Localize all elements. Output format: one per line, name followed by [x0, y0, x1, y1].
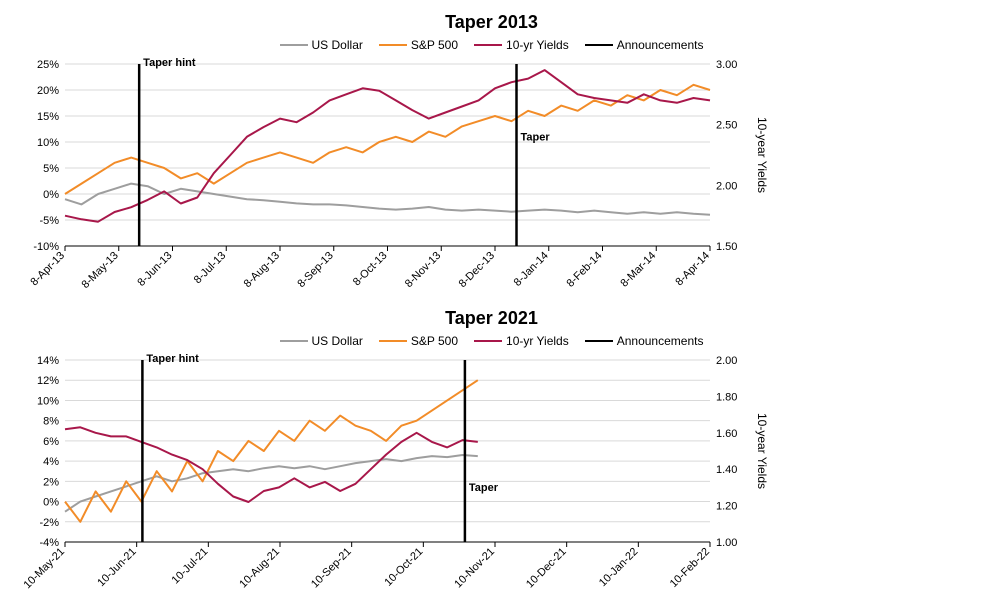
yleft-tick-label: 10% — [37, 395, 59, 407]
yright-tick-label: 1.80 — [716, 391, 737, 403]
yright-tick-label: 1.50 — [716, 241, 737, 253]
yleft-tick-label: 10% — [37, 137, 59, 149]
x-tick-label: 8-May-13 — [80, 250, 121, 291]
announcement-label: Taper — [469, 482, 499, 494]
yleft-tick-label: 20% — [37, 85, 59, 97]
legend-label: 10-yr Yields — [506, 334, 569, 348]
yleft-tick-label: 0% — [43, 189, 59, 201]
yleft-tick-label: 15% — [37, 111, 59, 123]
x-tick-label: 8-Apr-13 — [28, 250, 67, 289]
chart-legend: US Dollar S&P 500 10-yr Yields Announcement… — [10, 331, 973, 348]
x-tick-label: 8-Jul-13 — [192, 250, 229, 287]
x-tick-label: 10-May-21 — [21, 546, 67, 592]
x-tick-label: 8-Jan-14 — [512, 250, 551, 289]
legend-label: S&P 500 — [411, 38, 458, 52]
announcement-label: Taper — [521, 131, 551, 143]
series-sp500 — [65, 380, 478, 522]
yright-tick-label: 2.00 — [716, 180, 737, 192]
x-tick-label: 8-Oct-13 — [351, 250, 390, 289]
yleft-tick-label: 12% — [37, 375, 59, 387]
series-usd — [65, 184, 710, 215]
yright-tick-label: 2.00 — [716, 355, 737, 367]
x-tick-label: 10-Dec-21 — [524, 546, 569, 591]
chart-legend: US Dollar S&P 500 10-yr Yields Announcement… — [10, 35, 973, 52]
legend-label: 10-yr Yields — [506, 38, 569, 52]
yright-axis-label: 10-year Yields — [755, 117, 769, 193]
legend-swatch — [280, 44, 308, 46]
x-tick-label: 8-Sep-13 — [295, 250, 335, 290]
yleft-tick-label: 8% — [43, 416, 59, 428]
x-tick-label: 8-Mar-14 — [618, 250, 658, 290]
chart-title: Taper 2021 — [10, 308, 973, 329]
x-tick-label: 8-Feb-14 — [565, 250, 605, 290]
yleft-tick-label: 4% — [43, 456, 59, 468]
legend-swatch — [379, 44, 407, 46]
legend-item-10-yr-yields: 10-yr Yields — [474, 334, 569, 348]
legend-item-us-dollar: US Dollar — [280, 38, 363, 52]
yright-tick-label: 1.00 — [716, 537, 737, 549]
legend-label: US Dollar — [312, 334, 363, 348]
x-tick-label: 8-Aug-13 — [242, 250, 282, 290]
taper2013-chart: Taper 2013 US Dollar S&P 500 10-yr Yields An… — [10, 12, 973, 306]
yleft-tick-label: 5% — [43, 163, 59, 175]
legend-item-us-dollar: US Dollar — [280, 334, 363, 348]
x-tick-label: 8-Dec-13 — [457, 250, 497, 290]
legend-item-announcements: Announcements — [585, 334, 704, 348]
yright-tick-label: 2.50 — [716, 120, 737, 132]
x-tick-label: 10-Nov-21 — [452, 546, 497, 591]
x-tick-label: 10-Jan-22 — [597, 546, 641, 590]
x-tick-label: 10-Feb-22 — [668, 546, 712, 590]
yright-tick-label: 1.20 — [716, 501, 737, 513]
chart-svg: -10% -5% 0% 5% 10% 15% 20% 25% 1.50 2.00 2.50 3.00 1… — [10, 56, 770, 306]
yleft-tick-label: 25% — [37, 59, 59, 71]
x-tick-label: 10-Sep-21 — [309, 546, 354, 591]
legend-swatch — [280, 340, 308, 342]
legend-label: Announcements — [617, 38, 704, 52]
legend-swatch — [379, 340, 407, 342]
x-tick-label: 8-Jun-13 — [135, 250, 174, 289]
x-tick-label: 10-Jul-21 — [170, 546, 211, 587]
chart-title: Taper 2013 — [10, 12, 973, 33]
x-tick-label: 10-Oct-21 — [382, 546, 425, 589]
chart-svg: -4%-2%0%2%4%6%8%10%12%14%1.001.201.401.6… — [10, 352, 770, 602]
yleft-tick-label: 6% — [43, 436, 59, 448]
yleft-tick-label: -5% — [39, 215, 59, 227]
x-tick-label: 8-Apr-14 — [673, 250, 712, 289]
legend-item-s-p-500: S&P 500 — [379, 38, 458, 52]
yleft-tick-label: 2% — [43, 476, 59, 488]
yright-tick-label: 1.60 — [716, 428, 737, 440]
x-tick-label: 10-Jun-21 — [95, 546, 139, 590]
series-yields — [65, 70, 710, 222]
yright-axis-label: 10-year Yields — [755, 413, 769, 489]
legend-item-announcements: Announcements — [585, 38, 704, 52]
legend-label: Announcements — [617, 334, 704, 348]
yright-tick-label: 3.00 — [716, 59, 737, 71]
taper2021-chart: Taper 2021 US Dollar S&P 500 10-yr Yields An… — [10, 308, 973, 602]
legend-item-s-p-500: S&P 500 — [379, 334, 458, 348]
yright-tick-label: 1.40 — [716, 464, 737, 476]
x-tick-label: 10-Aug-21 — [237, 546, 282, 591]
legend-swatch — [474, 340, 502, 342]
legend-swatch — [585, 340, 613, 342]
announcement-label: Taper hint — [143, 57, 196, 69]
series-yields — [65, 427, 478, 502]
legend-item-10-yr-yields: 10-yr Yields — [474, 38, 569, 52]
yleft-tick-label: -10% — [33, 241, 59, 253]
yleft-tick-label: 14% — [37, 355, 59, 367]
x-tick-label: 8-Nov-13 — [403, 250, 443, 290]
announcement-label: Taper hint — [146, 353, 199, 365]
legend-label: US Dollar — [312, 38, 363, 52]
legend-label: S&P 500 — [411, 334, 458, 348]
yleft-tick-label: 0% — [43, 497, 59, 509]
legend-swatch — [585, 44, 613, 46]
legend-swatch — [474, 44, 502, 46]
yleft-tick-label: -2% — [39, 517, 59, 529]
